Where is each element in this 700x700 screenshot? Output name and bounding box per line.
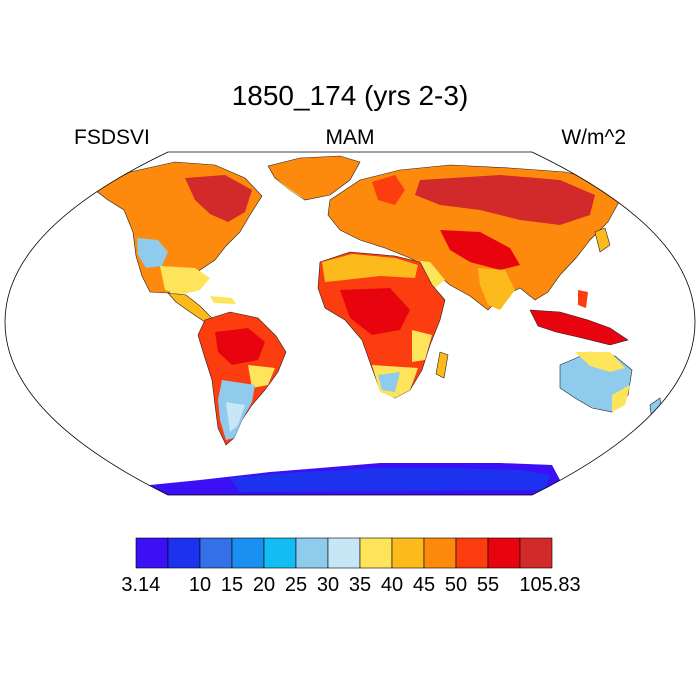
colorbar-swatch <box>391 537 425 569</box>
colorbar-tick-label: 55 <box>476 574 500 596</box>
scandinavia <box>372 175 405 205</box>
season-label: MAM <box>325 126 375 149</box>
globe-outline <box>4 151 696 496</box>
colorbar-swatch <box>487 537 521 569</box>
colorbar-swatch <box>359 537 393 569</box>
patagonia-pale <box>226 402 245 432</box>
sahara <box>322 254 418 282</box>
east-africa <box>412 330 432 362</box>
usa-south <box>160 266 210 295</box>
colorbar-swatch <box>423 537 457 569</box>
australia-southeast <box>612 385 630 412</box>
colorbar-swatch <box>135 537 169 569</box>
greenland-coast <box>275 178 305 200</box>
colorbar-tick-label: 35 <box>348 574 372 596</box>
map-title: 1850_174 (yrs 2-3) <box>231 80 469 111</box>
usa-southwest <box>137 238 168 268</box>
caribbean <box>210 296 236 304</box>
colorbar-tick-label: 45 <box>412 574 436 596</box>
colorbar-swatch <box>519 537 553 569</box>
colorbar-swatch <box>199 537 233 569</box>
new-zealand <box>649 397 663 423</box>
variable-label: FSDSVI <box>74 126 150 149</box>
colorbar <box>135 537 553 569</box>
colorbar-swatch <box>327 537 361 569</box>
philippines <box>578 290 588 308</box>
colorbar-tick-label: 30 <box>316 574 340 596</box>
antarctica-interior <box>230 468 550 492</box>
colorbar-tick-label: 3.14 <box>121 574 161 596</box>
brazil-south <box>248 365 275 388</box>
india <box>478 268 515 310</box>
colorbar-swatch <box>295 537 329 569</box>
central-america <box>167 292 213 323</box>
colorbar-tick-label: 15 <box>220 574 244 596</box>
canada-high <box>185 175 252 222</box>
units-label: W/m^2 <box>561 126 626 149</box>
siberia <box>415 175 595 225</box>
colorbar-swatch <box>231 537 265 569</box>
madagascar <box>435 351 449 379</box>
colorbar-tick-label: 40 <box>380 574 404 596</box>
colorbar-tick-label: 20 <box>252 574 276 596</box>
colorbar-tick-label: 10 <box>188 574 212 596</box>
colorbar-tick-label: 50 <box>444 574 468 596</box>
colorbar-swatch <box>167 537 201 569</box>
colorbar-tick-label: 25 <box>284 574 308 596</box>
southern-africa-cool <box>378 372 400 392</box>
central-africa <box>340 288 410 335</box>
colorbar-swatch <box>455 537 489 569</box>
japan <box>594 227 611 253</box>
central-asia <box>440 230 520 270</box>
amazon <box>215 328 265 365</box>
colorbar-tick-label: 105.83 <box>519 574 581 596</box>
colorbar-swatch <box>263 537 297 569</box>
australia-north <box>575 352 625 372</box>
maritime-continent <box>529 309 629 346</box>
